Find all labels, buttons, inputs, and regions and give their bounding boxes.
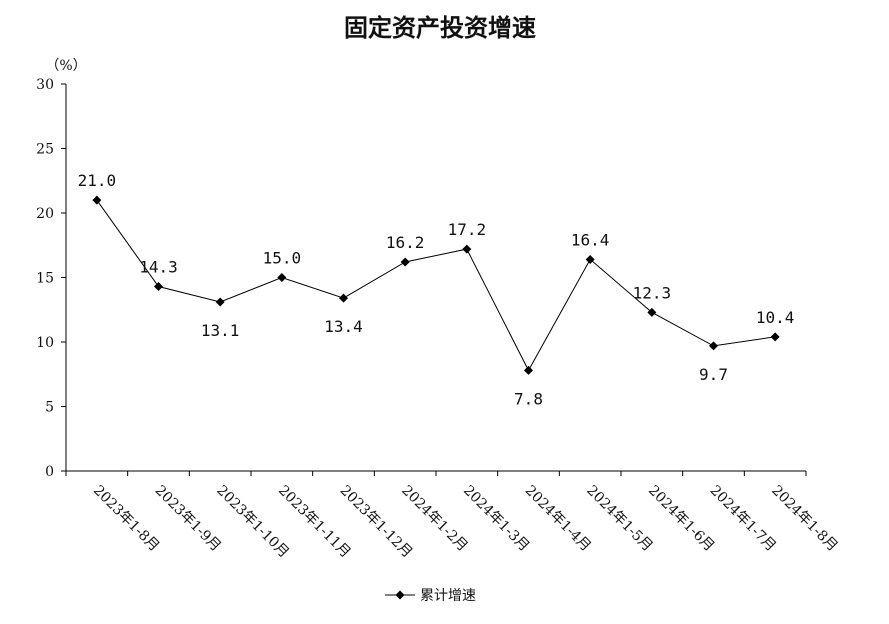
data-label: 10.4: [756, 308, 795, 327]
data-label: 13.1: [201, 321, 240, 340]
axes: [65, 84, 806, 472]
data-point: [462, 244, 472, 254]
data-point: [770, 332, 780, 342]
x-axis: 2023年1-8月2023年1-9月2023年1-10月2023年1-11月20…: [65, 471, 841, 561]
chart-title: 固定资产投资增速: [344, 13, 536, 42]
data-point: [585, 254, 595, 264]
data-point: [400, 257, 410, 267]
y-axis: 0 5 10 15 20 25 30: [36, 77, 66, 480]
legend-label: 累计增速: [420, 588, 476, 604]
data-point: [339, 293, 348, 303]
data-point: [215, 297, 225, 307]
data-label: 13.4: [324, 317, 363, 336]
legend: 累计增速: [385, 588, 476, 604]
data-label: 9.7: [699, 365, 728, 384]
data-label: 15.0: [263, 249, 302, 268]
data-point: [277, 273, 287, 282]
data-point: [647, 307, 657, 317]
y-tick-label: 20: [36, 206, 54, 222]
y-tick-label: 10: [36, 335, 54, 351]
data-label: 21.0: [78, 171, 117, 190]
data-label: 7.8: [514, 389, 543, 408]
series-line: [96, 199, 776, 372]
data-label: 16.2: [386, 233, 425, 252]
series-layer: [92, 195, 780, 375]
data-point: [524, 365, 533, 375]
x-tick-label: 2024年1-8月: [768, 483, 840, 555]
y-axis-unit: （%）: [45, 58, 86, 74]
y-tick-label: 15: [36, 271, 54, 287]
data-label: 14.3: [139, 258, 178, 277]
data-labels: 21.0 14.3 13.1 15.0 13.4 16.2 17.2 7.8 16.4 12.3 9…: [78, 171, 795, 408]
data-label: 16.4: [571, 230, 610, 249]
y-tick-label: 30: [36, 77, 54, 93]
y-tick-label: 0: [45, 464, 54, 480]
data-point: [92, 195, 102, 205]
data-label: 12.3: [633, 283, 672, 302]
y-tick-label: 5: [45, 400, 54, 416]
legend-marker: [395, 590, 405, 600]
data-point: [709, 341, 718, 351]
data-point: [154, 282, 163, 292]
y-tick-label: 25: [36, 142, 54, 158]
data-label: 17.2: [448, 220, 487, 239]
